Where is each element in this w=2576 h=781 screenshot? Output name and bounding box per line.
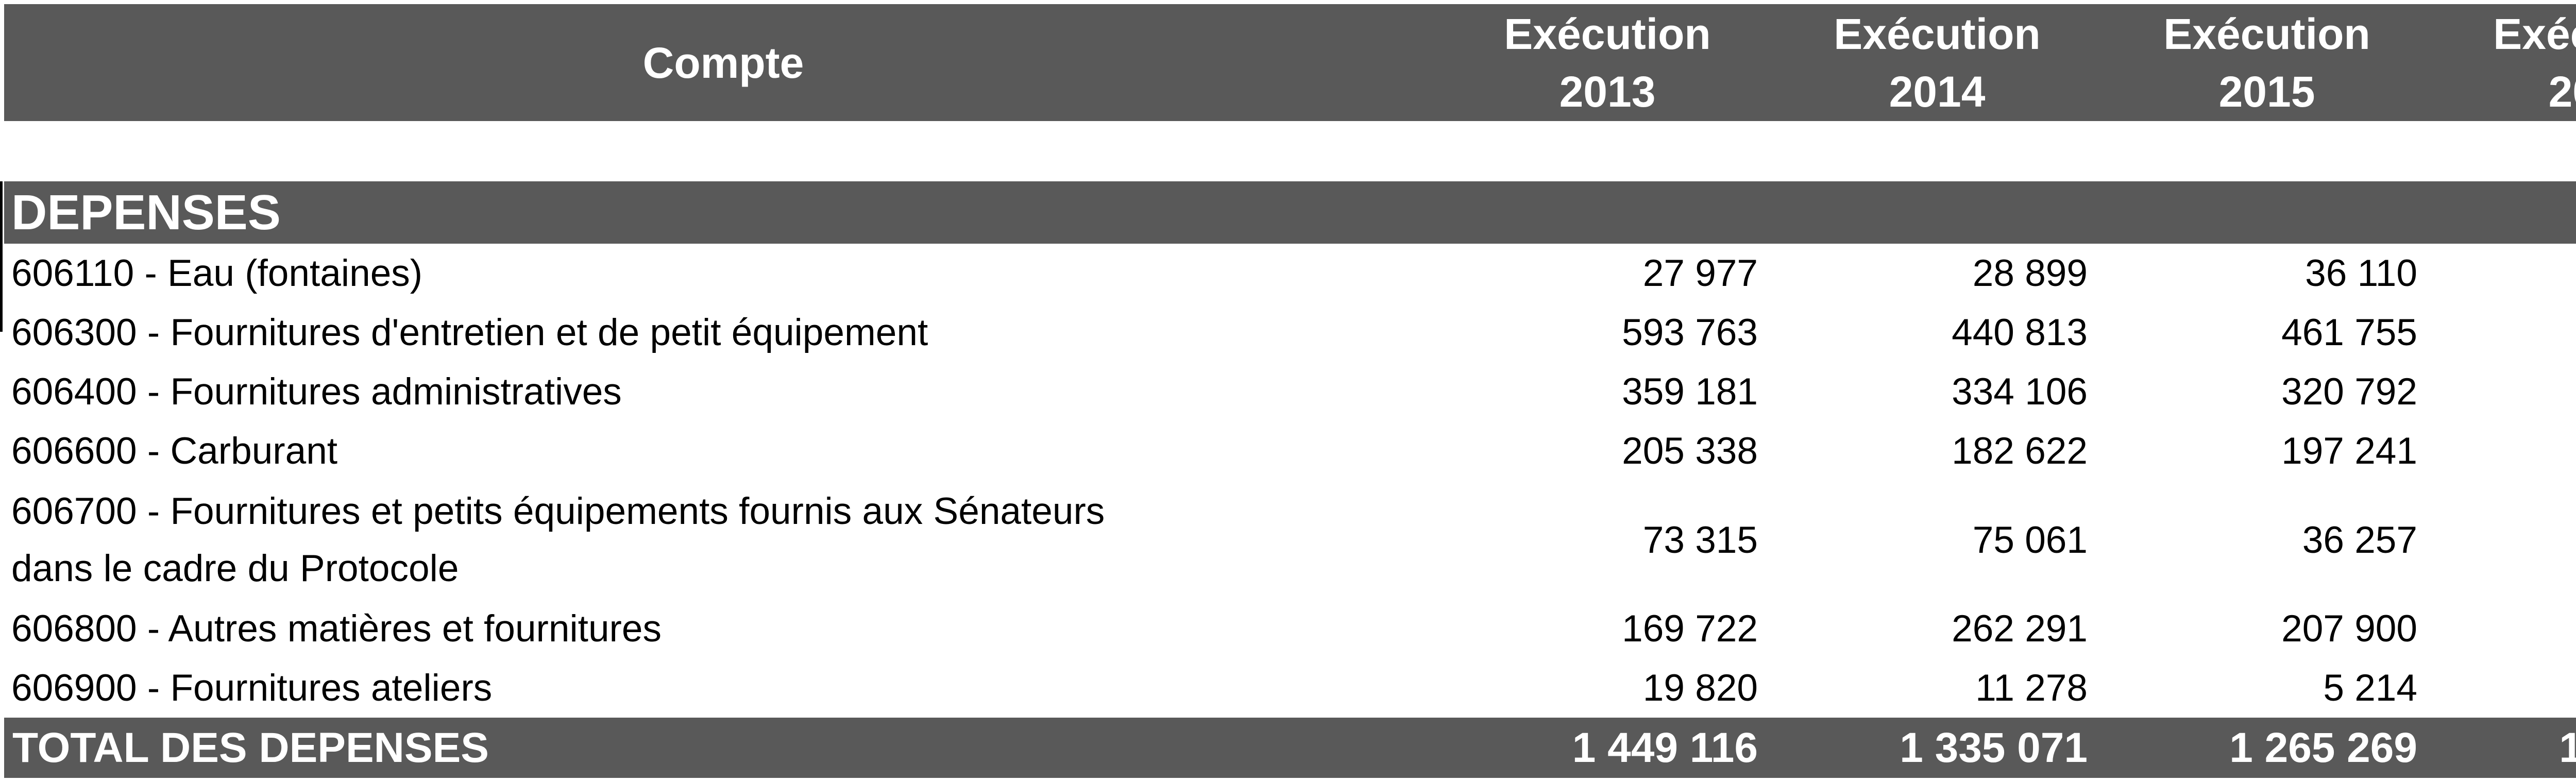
value-606600-2015: 197 241: [2281, 430, 2417, 472]
account-label-606900: 606900 - Fournitures ateliers: [4, 658, 1443, 718]
header-execution-2013: Exécution 2013: [1443, 4, 1772, 121]
header-title: Exécution: [2493, 9, 2576, 58]
value-606300-2016: 407 286: [2432, 303, 2576, 362]
total-row-label: TOTAL DES DEPENSES: [4, 718, 1443, 778]
header-execution-2014: Exécution 2014: [1772, 4, 2102, 121]
value-606110-2013: 27 977: [1642, 252, 1758, 294]
account-label-text: 606700 - Fournitures et petits équipemen…: [11, 490, 1105, 532]
header-title: Exécution: [2163, 9, 2370, 58]
value-606800-2013: 169 722: [1622, 608, 1758, 650]
value-606900-2016: 27 456: [2432, 658, 2576, 718]
account-label-text: 606110 - Eau (fontaines): [11, 252, 423, 294]
account-label-text: 606900 - Fournitures ateliers: [11, 667, 493, 709]
account-label-text: 606800 - Autres matières et fournitures: [11, 608, 662, 650]
account-label-text: 606600 - Carburant: [11, 430, 338, 472]
value-606900-2015: 5 214: [2323, 667, 2417, 709]
account-label-606110: 606110 - Eau (fontaines): [4, 244, 1443, 303]
header-account-column: Compte: [4, 4, 1443, 121]
value-606400-2013: 359 181: [1622, 371, 1758, 413]
value-606300-2015: 461 755: [2281, 312, 2417, 353]
value-606300-2014: 440 813: [1952, 312, 2088, 353]
value-606700-2013: 73 315: [1642, 519, 1758, 561]
value-606600-2014: 182 622: [1952, 430, 2088, 472]
value-606800-2016: 196 635: [2432, 599, 2576, 658]
value-606700-2014: 75 061: [1972, 519, 2088, 561]
header-title: Exécution: [1504, 9, 1711, 58]
account-label-606400: 606400 - Fournitures administratives: [4, 362, 1443, 421]
value-606110-2016: 29 028: [2432, 244, 2576, 303]
account-label-text: 606300 - Fournitures d'entretien et de p…: [11, 312, 928, 353]
value-606110-2015: 36 110: [2305, 252, 2417, 294]
value-606600-2016: 176 307: [2432, 421, 2576, 481]
value-606400-2015: 320 792: [2281, 371, 2417, 413]
value-606300-2013: 593 763: [1622, 312, 1758, 353]
header-year: 2015: [2218, 67, 2315, 116]
account-label-606700: 606700 - Fournitures et petits équipemen…: [4, 481, 1443, 599]
header-execution-2016: Exécution 2016: [2432, 4, 2576, 121]
header-year: 2016: [2548, 67, 2576, 116]
account-label-text-line2: dans le cadre du Protocole: [11, 548, 459, 589]
value-606600-2013: 205 338: [1622, 430, 1758, 472]
table-header-row: Compte Exécution 2013 Exécution 2014 Exé…: [4, 4, 2576, 121]
header-year: 2014: [1889, 67, 1986, 116]
total-value-2013: 1 449 116: [1443, 718, 1772, 778]
section-row-depenses: DEPENSES: [4, 181, 2576, 244]
total-value-2015: 1 265 269: [2102, 718, 2432, 778]
value-606900-2014: 11 278: [1975, 667, 2088, 709]
value-606700-2015: 36 257: [2302, 519, 2417, 561]
value-606800-2015: 207 900: [2281, 608, 2417, 650]
account-label-606800: 606800 - Autres matières et fournitures: [4, 599, 1443, 658]
table-body: DEPENSES 606110 - Eau (fontaines) 27 977…: [4, 181, 2576, 778]
value-606110-2014: 28 899: [1972, 252, 2088, 294]
header-execution-2015: Exécution 2015: [2102, 4, 2432, 121]
header-title: Exécution: [1834, 9, 2041, 58]
header-year: 2013: [1559, 67, 1656, 116]
value-606900-2013: 19 820: [1642, 667, 1758, 709]
section-title: DEPENSES: [11, 184, 281, 240]
value-606400-2014: 334 106: [1952, 371, 2088, 413]
total-value-2016: 1 147 125: [2432, 718, 2576, 778]
account-label-606600: 606600 - Carburant: [4, 421, 1443, 481]
total-value-2014: 1 335 071: [1772, 718, 2102, 778]
value-606400-2016: 283 558: [2432, 362, 2576, 421]
value-606700-2016: 26 856: [2432, 481, 2576, 599]
account-label-606300: 606300 - Fournitures d'entretien et de p…: [4, 303, 1443, 362]
table-left-border: [0, 181, 3, 332]
value-606800-2014: 262 291: [1952, 608, 2088, 650]
account-label-text: 606400 - Fournitures administratives: [11, 371, 622, 413]
header-account-label: Compte: [642, 38, 804, 87]
